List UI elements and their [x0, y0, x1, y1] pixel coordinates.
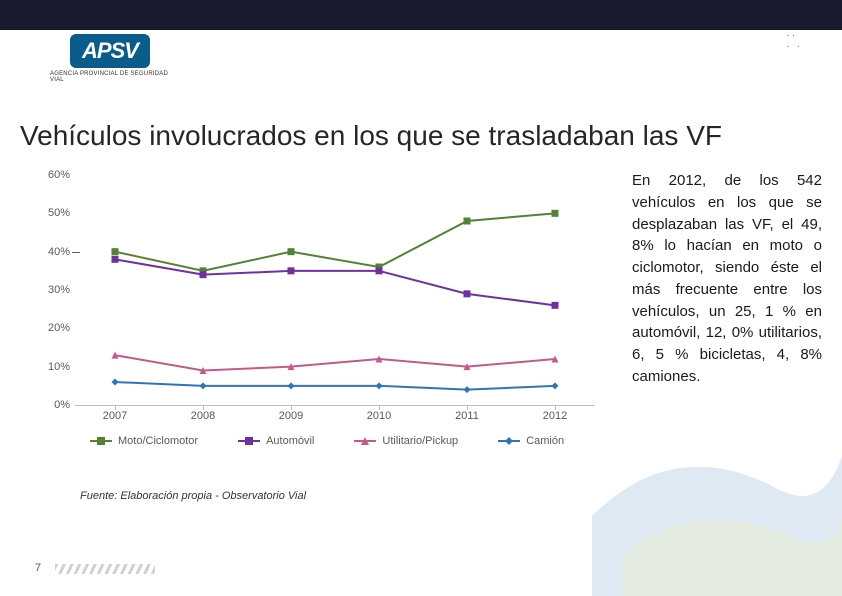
page-number: 7 [35, 562, 41, 574]
y-tick-label: 30% [30, 284, 70, 296]
chart-legend: Moto/Ciclomotor Automóvil Utilitario/Picku… [90, 435, 564, 447]
x-tick-label: 2012 [543, 410, 567, 422]
x-tick-label: 2011 [455, 410, 479, 422]
corner-decor: ··· · [787, 30, 802, 52]
y-tick-label: 40% [30, 246, 70, 258]
page-title: Vehículos involucrados en los que se tra… [20, 120, 722, 152]
top-bar [0, 0, 842, 30]
logo-subtitle: AGENCIA PROVINCIAL DE SEGURIDAD VIAL [50, 71, 170, 83]
x-tick-label: 2009 [279, 410, 303, 422]
y-tick-label: 20% [30, 322, 70, 334]
legend-item: Automóvil [238, 435, 314, 447]
background-decor [592, 396, 842, 596]
legend-item: Moto/Ciclomotor [90, 435, 198, 447]
line-chart: 0%10%20%30%40%50%60% 2007200820092010201… [30, 175, 610, 465]
legend-item: Camión [498, 435, 564, 447]
footer-stripes [55, 564, 155, 574]
y-tick-label: 0% [30, 399, 70, 411]
x-tick-label: 2010 [367, 410, 391, 422]
y-tick-label: 10% [30, 361, 70, 373]
logo: APSV AGENCIA PROVINCIAL DE SEGURIDAD VIA… [50, 34, 170, 84]
x-tick-label: 2007 [103, 410, 127, 422]
logo-text: APSV [70, 34, 150, 68]
source-text: Fuente: Elaboración propia - Observatori… [80, 490, 306, 502]
x-tick-label: 2008 [191, 410, 215, 422]
legend-item: Utilitario/Pickup [354, 435, 458, 447]
summary-text: En 2012, de los 542 vehículos en los que… [632, 170, 822, 388]
y-tick-label: 60% [30, 169, 70, 181]
y-tick-label: 50% [30, 207, 70, 219]
